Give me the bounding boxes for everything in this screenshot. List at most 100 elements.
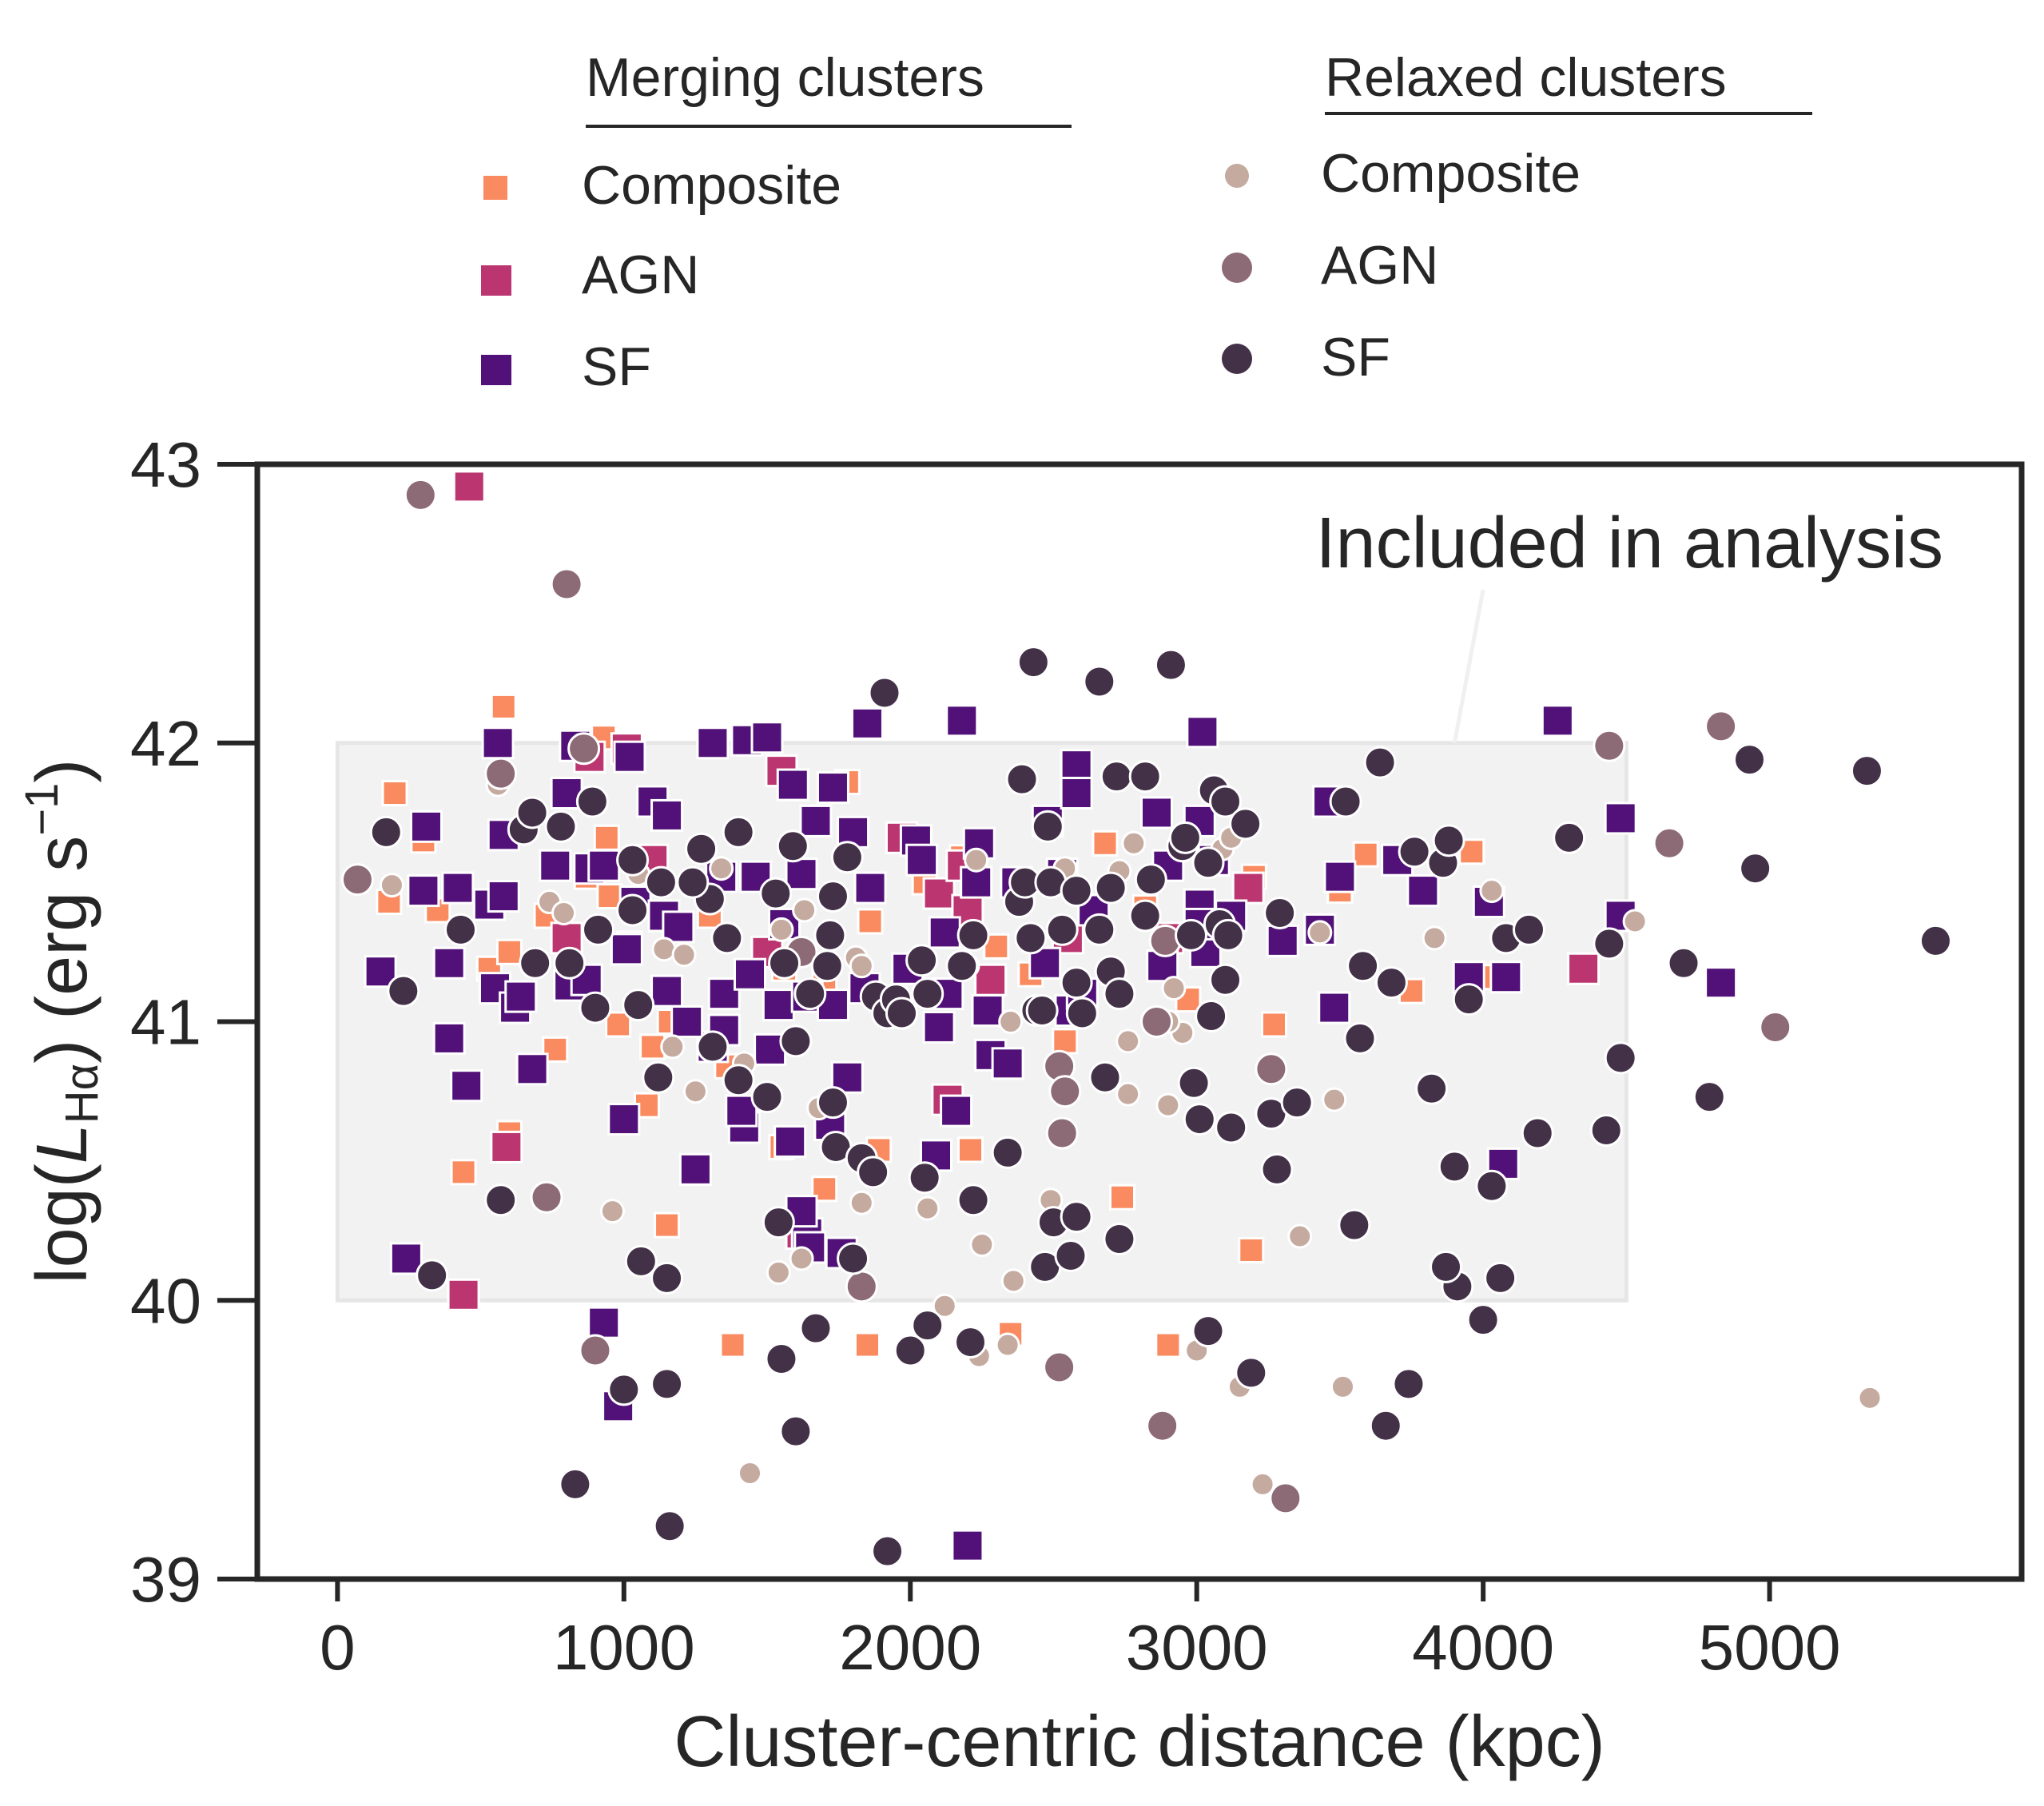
data-point <box>722 1064 755 1097</box>
data-point <box>1287 1223 1313 1249</box>
data-point <box>515 1052 549 1086</box>
data-point <box>1489 961 1523 994</box>
data-point <box>1191 1315 1225 1348</box>
data-point <box>651 937 677 962</box>
data-point <box>616 893 650 927</box>
data-point <box>1094 871 1127 905</box>
data-point <box>792 897 817 923</box>
data-point <box>678 1152 712 1186</box>
data-point <box>676 865 710 899</box>
data-point <box>799 1311 833 1345</box>
data-point <box>1479 878 1505 904</box>
data-point <box>722 815 755 849</box>
data-point <box>922 1010 956 1044</box>
data-point <box>857 1156 890 1189</box>
data-point <box>1255 1052 1288 1086</box>
data-point <box>945 704 979 738</box>
data-point <box>1186 715 1219 749</box>
data-point <box>432 1021 466 1055</box>
y-label-exponent: −1 <box>16 783 68 836</box>
data-point <box>816 1086 849 1120</box>
data-point <box>1060 966 1093 1000</box>
data-point <box>776 829 809 863</box>
data-point <box>779 1414 813 1448</box>
data-point <box>1115 1081 1141 1107</box>
y-axis-label: log(LHα) (erg s−1) <box>16 759 108 1284</box>
data-point <box>1919 924 1952 957</box>
data-point <box>650 974 684 1008</box>
data-point <box>868 676 901 710</box>
data-point <box>1692 1080 1726 1114</box>
data-point <box>1374 966 1408 1000</box>
data-point <box>765 1342 798 1375</box>
data-point <box>441 871 475 905</box>
data-point <box>1406 874 1440 908</box>
y-label-prefix: log( <box>22 1164 102 1283</box>
data-point <box>1175 918 1208 952</box>
data-point <box>1857 1385 1883 1410</box>
data-point <box>1850 754 1883 788</box>
data-point <box>1083 665 1116 698</box>
data-point <box>1452 983 1485 1016</box>
data-point <box>607 1103 641 1136</box>
data-point <box>407 874 440 908</box>
data-point <box>616 843 650 877</box>
legend: Merging clusters Relaxed clusters Compos… <box>481 47 1812 397</box>
data-point <box>642 1060 675 1094</box>
data-point <box>816 880 849 913</box>
data-point <box>1209 963 1243 996</box>
data-point <box>1593 927 1626 961</box>
data-point <box>593 824 620 851</box>
legend-label-relaxed-composite: Composite <box>1321 143 1581 204</box>
data-point <box>1346 949 1380 983</box>
data-point <box>1604 1041 1637 1075</box>
data-point <box>1103 977 1136 1011</box>
data-point <box>550 567 583 601</box>
data-point <box>559 1467 592 1501</box>
data-point <box>1280 1086 1314 1120</box>
data-point <box>1088 1060 1122 1094</box>
data-point <box>1128 899 1162 933</box>
legend-marker-merging-composite <box>483 176 507 200</box>
data-point <box>1168 821 1202 854</box>
data-point <box>1323 860 1357 893</box>
data-point <box>956 918 990 952</box>
y-label-L: L <box>22 1124 102 1164</box>
data-point <box>515 796 549 829</box>
legend-label-merging-composite: Composite <box>582 155 841 216</box>
data-point <box>789 1246 814 1271</box>
data-point <box>484 1183 518 1217</box>
data-point <box>734 957 767 991</box>
data-point <box>644 865 678 899</box>
data-point <box>1016 646 1050 679</box>
data-point <box>575 785 609 818</box>
data-point <box>1266 924 1299 957</box>
data-point <box>762 1206 795 1239</box>
data-point <box>495 938 523 965</box>
data-point <box>799 804 833 837</box>
data-point <box>1054 1239 1088 1272</box>
data-point <box>484 757 518 790</box>
data-point <box>443 913 477 946</box>
data-point <box>404 478 437 511</box>
data-point <box>1215 1111 1248 1144</box>
data-point <box>911 1309 944 1343</box>
data-point <box>447 1278 480 1311</box>
data-point <box>487 880 520 913</box>
data-point <box>922 877 956 910</box>
annotation-text: Included in analysis <box>1316 503 1943 583</box>
legend-marker-relaxed-agn <box>1222 253 1252 283</box>
data-point <box>750 1080 784 1114</box>
x-tick-label: 0 <box>320 1612 356 1683</box>
legend-merging-title: Merging clusters <box>586 47 984 108</box>
data-point <box>1000 1268 1026 1294</box>
data-point <box>650 1261 684 1295</box>
data-point <box>810 949 844 983</box>
data-point <box>779 1024 813 1058</box>
data-point <box>544 810 578 843</box>
data-point <box>1512 913 1545 946</box>
data-point <box>932 1293 957 1319</box>
data-point <box>416 1259 449 1292</box>
data-point <box>905 944 939 977</box>
